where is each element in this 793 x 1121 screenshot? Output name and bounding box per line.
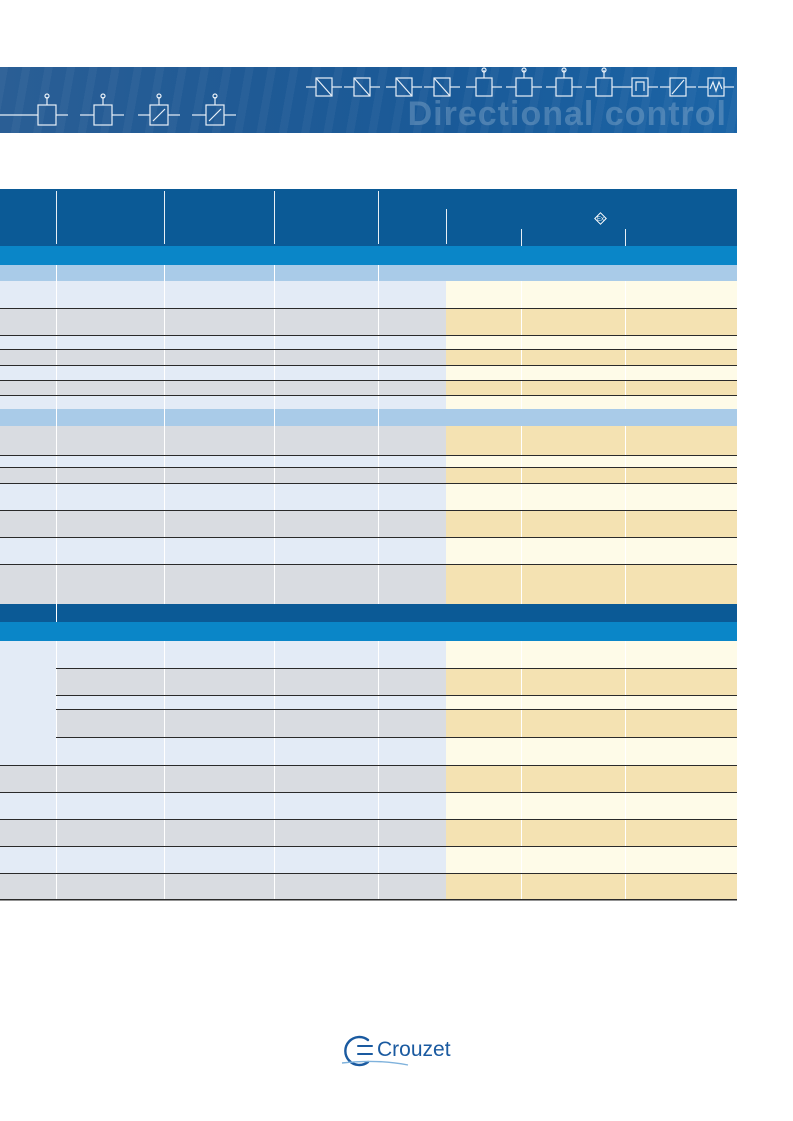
table-row [0,426,737,455]
valve-symbols-strip [0,67,734,126]
table-header: Ex [0,189,737,246]
banner-title: Directional control [407,95,727,133]
table-row [0,564,737,604]
valve-symbol-icon [0,93,68,126]
table-row [0,335,737,349]
table-row [0,537,737,564]
table-row [0,873,737,900]
table-row [0,819,737,846]
table-row [56,737,737,765]
table-row [0,365,737,380]
table-row [0,846,737,873]
brand-name: Crouzet [377,1038,451,1061]
table-row [0,455,737,467]
table-body [0,246,737,901]
svg-text:Ex: Ex [597,217,604,223]
table-row [56,709,737,737]
table-row [0,395,737,409]
table-row [0,467,737,483]
table-row [0,792,737,819]
table-row [56,641,737,668]
table-row [0,281,737,308]
header-banner: Directional control [0,67,737,133]
table-row [56,695,737,709]
table-row [0,349,737,365]
table-row [0,308,737,335]
table-row [0,380,737,395]
table-row [56,668,737,695]
table-row [0,483,737,510]
table-row [0,765,737,792]
crouzet-logo-icon [341,1035,409,1067]
ex-atex-icon: Ex [594,212,607,225]
table-row [0,510,737,537]
